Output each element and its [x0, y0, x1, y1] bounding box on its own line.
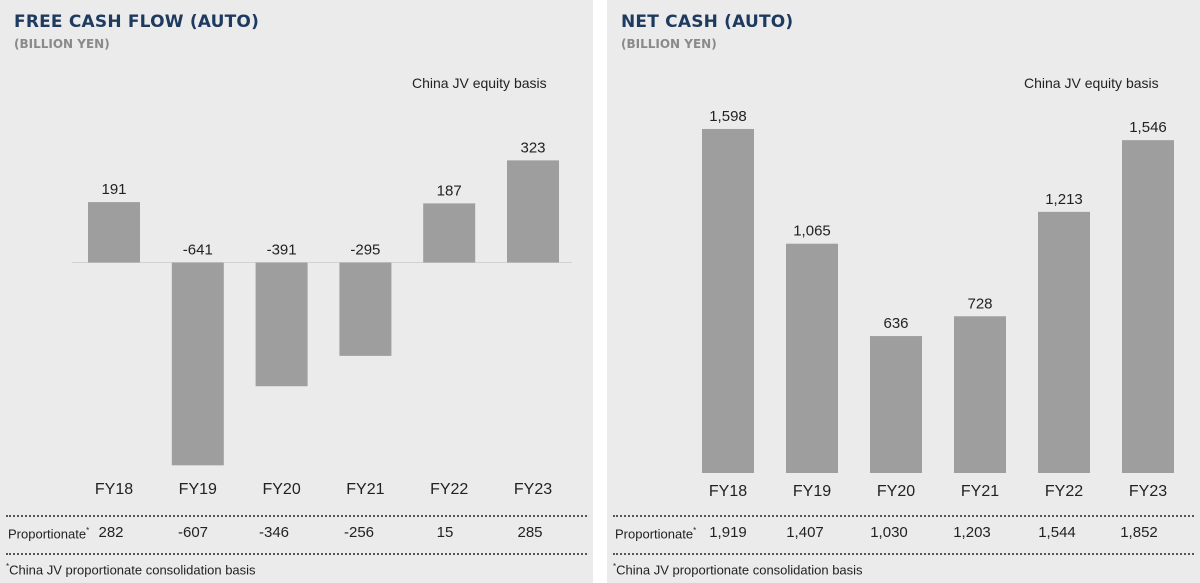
proportionate-value: -346 — [258, 524, 290, 541]
divider-top — [6, 515, 587, 517]
category-label-fy18: FY18 — [709, 483, 747, 500]
bar-fy22 — [1038, 211, 1090, 473]
category-label-fy19: FY19 — [793, 483, 831, 500]
category-label-fy22: FY22 — [1045, 483, 1083, 500]
proportionate-value: -607 — [177, 524, 209, 541]
divider-bottom — [6, 553, 587, 555]
proportionate-value: 1,030 — [870, 524, 908, 541]
data-label-fy18: 191 — [101, 181, 126, 198]
basis-note: China JV equity basis — [412, 75, 547, 91]
data-label-fy22: 187 — [437, 182, 462, 199]
data-label-fy23: 1,546 — [1129, 119, 1167, 136]
basis-note: China JV equity basis — [1024, 75, 1159, 91]
data-label-fy21: -295 — [350, 242, 380, 259]
category-label-fy23: FY23 — [1129, 483, 1167, 500]
data-label-fy20: 636 — [883, 315, 908, 332]
divider-top — [613, 515, 1194, 517]
data-label-fy22: 1,213 — [1045, 191, 1083, 208]
chart-unit: (BILLION YEN) — [14, 37, 110, 51]
proportionate-value: 1,544 — [1038, 524, 1076, 541]
bar-fy19 — [171, 262, 224, 466]
proportionate-label: Proportionate* — [8, 526, 90, 542]
footnote: *China JV proportionate consolidation ba… — [6, 562, 256, 578]
proportionate-value: -256 — [343, 524, 375, 541]
bar-fy21 — [339, 262, 392, 356]
category-label-fy19: FY19 — [179, 481, 217, 498]
footnote: *China JV proportionate consolidation ba… — [613, 562, 863, 578]
data-label-fy23: 323 — [520, 139, 545, 156]
bar-fy18 — [88, 202, 140, 263]
free-cash-flow-chart: 191 FY18 -641 FY19 -391 FY20 -295 FY21 187 FY22 32… — [72, 139, 572, 498]
bar-fy21 — [954, 316, 1006, 473]
category-label-fy21: FY21 — [961, 483, 999, 500]
data-label-fy19: 1,065 — [793, 223, 831, 240]
category-label-fy21: FY21 — [346, 481, 384, 498]
bar-fy23 — [507, 160, 559, 263]
category-label-fy20: FY20 — [877, 483, 915, 500]
proportionate-value: 15 — [436, 524, 454, 541]
category-label-fy20: FY20 — [262, 481, 300, 498]
chart-title: NET CASH (AUTO) — [621, 12, 794, 32]
free-cash-flow-panel: FREE CASH FLOW (AUTO) (BILLION YEN) Chin… — [0, 0, 593, 583]
data-label-fy21: 728 — [967, 295, 992, 312]
bar-fy23 — [1122, 140, 1174, 474]
category-label-fy18: FY18 — [95, 481, 133, 498]
bar-fy18 — [702, 128, 754, 473]
bar-fy19 — [786, 243, 838, 473]
net-cash-panel: NET CASH (AUTO) (BILLION YEN) China JV e… — [607, 0, 1200, 583]
proportionate-value: 1,407 — [786, 524, 824, 541]
data-label-fy19: -641 — [183, 242, 213, 259]
category-label-fy22: FY22 — [430, 481, 468, 498]
data-label-fy18: 1,598 — [709, 108, 747, 125]
net-cash-chart: 1,598 FY18 1,065 FY19 636 FY20 728 FY21 1,213 FY2… — [702, 108, 1174, 500]
bar-fy22 — [423, 203, 476, 263]
proportionate-value: 1,203 — [953, 524, 991, 541]
divider-bottom — [613, 553, 1194, 555]
chart-title: FREE CASH FLOW (AUTO) — [14, 12, 260, 32]
bar-fy20 — [255, 262, 308, 387]
chart-unit: (BILLION YEN) — [621, 37, 717, 51]
proportionate-value: 1,919 — [709, 524, 747, 541]
data-label-fy20: -391 — [267, 242, 297, 259]
proportionate-label: Proportionate* — [615, 526, 697, 542]
category-label-fy23: FY23 — [514, 481, 552, 498]
proportionate-value: 285 — [517, 524, 543, 541]
proportionate-value: 1,852 — [1120, 524, 1158, 541]
bar-fy20 — [870, 336, 922, 473]
proportionate-value: 282 — [98, 524, 124, 541]
